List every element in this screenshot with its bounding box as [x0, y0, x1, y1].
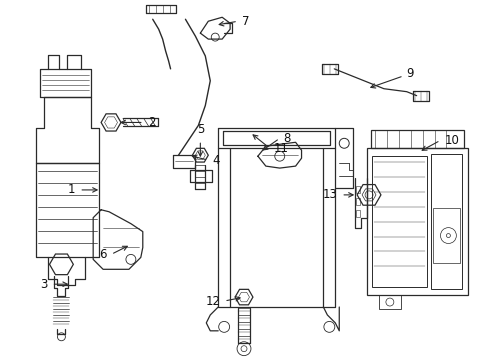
- Text: 8: 8: [283, 132, 290, 145]
- Bar: [432, 208, 459, 264]
- Text: 4: 4: [212, 154, 219, 167]
- Text: 5: 5: [196, 123, 203, 136]
- Bar: [355, 186, 359, 193]
- Text: 1: 1: [68, 184, 75, 197]
- Text: 3: 3: [40, 278, 47, 291]
- Bar: [355, 210, 359, 217]
- Bar: [370, 130, 463, 148]
- Text: 10: 10: [444, 134, 458, 147]
- Text: 11: 11: [273, 142, 288, 155]
- Bar: [378, 295, 400, 309]
- Text: 13: 13: [322, 188, 337, 201]
- Bar: [366, 148, 468, 295]
- Text: 6: 6: [100, 248, 107, 261]
- Text: 9: 9: [406, 67, 413, 80]
- Text: 7: 7: [242, 15, 249, 28]
- Bar: [371, 156, 426, 287]
- Text: 2: 2: [147, 116, 155, 129]
- Bar: [429, 154, 461, 289]
- Bar: [355, 198, 359, 205]
- Text: 12: 12: [205, 294, 220, 307]
